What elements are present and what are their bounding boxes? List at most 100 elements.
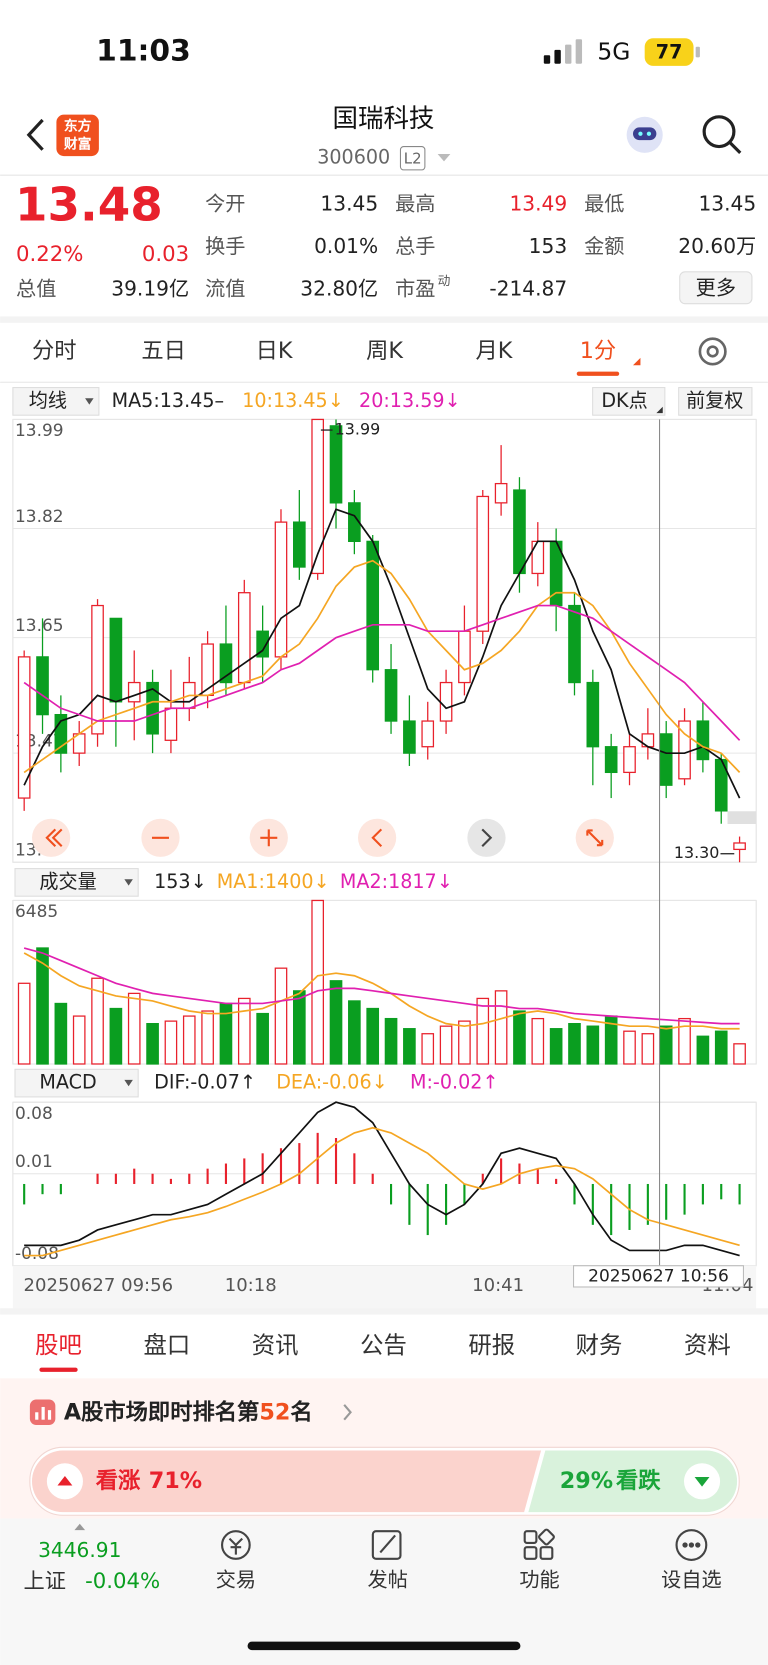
y-tick-label: 13.65: [15, 616, 64, 636]
chevron: [343, 1404, 352, 1421]
dropdown[interactable]: [437, 153, 451, 162]
nav-icons[interactable]: [221, 1528, 708, 1561]
volume-bar: [348, 1000, 361, 1065]
chart-controls[interactable]: [31, 818, 614, 857]
macd-selector-label[interactable]: MACD: [39, 1071, 96, 1094]
panel-legend: M:-0.02↑: [410, 1071, 498, 1094]
content-tab[interactable]: 公告: [360, 1331, 407, 1359]
field-value: 153: [529, 234, 567, 258]
home-indicator: [247, 1641, 521, 1651]
candle-body: [384, 669, 398, 722]
dk-label[interactable]: DK点: [601, 389, 647, 412]
field-label: 金额: [584, 234, 624, 258]
volume-bar: [678, 1017, 691, 1065]
volume-bar: [586, 1025, 600, 1065]
field-label-sup: 动: [438, 274, 451, 289]
content-tab[interactable]: 资料: [684, 1331, 731, 1359]
more-button[interactable]: [679, 271, 753, 305]
candle-body: [146, 681, 159, 735]
indicator-line: [24, 1126, 740, 1257]
volume-bar: [127, 992, 141, 1065]
bull-label: 看涨: [96, 1468, 141, 1494]
more-label[interactable]: 更多: [696, 275, 736, 299]
back-button[interactable]: [26, 118, 44, 151]
settings-icon[interactable]: [698, 337, 727, 366]
period-tab[interactable]: 五日: [141, 338, 186, 364]
volume-selector[interactable]: [14, 868, 139, 897]
macd-selector[interactable]: [14, 1068, 139, 1098]
candle-body: [586, 681, 600, 748]
panel-legend: MA2:1817↓: [340, 870, 453, 893]
volume-bar: [201, 1010, 214, 1065]
candle-body: [311, 418, 324, 575]
nav-item[interactable]: 发帖: [368, 1568, 408, 1592]
field-label: 总值: [16, 276, 56, 300]
volume-selector-label[interactable]: 成交量: [39, 870, 96, 893]
ranking[interactable]: A股市场即时排名第52名: [64, 1398, 313, 1425]
candle-body: [678, 720, 691, 780]
content-tab[interactable]: 财务: [576, 1331, 623, 1359]
crosshair-time: 20250627 10:56: [588, 1266, 729, 1286]
adjust-button[interactable]: [678, 387, 753, 416]
volume-bar: [72, 1015, 86, 1065]
index-change[interactable]: -0.04%: [85, 1569, 160, 1594]
candle-body: [17, 656, 31, 799]
period-tab[interactable]: 1分: [580, 338, 616, 364]
stock-code: 300600: [317, 146, 390, 169]
time-label: 10:18: [225, 1275, 277, 1296]
adjust-label[interactable]: 前复权: [686, 389, 743, 412]
content-tab[interactable]: 股吧: [35, 1331, 82, 1359]
field-value: 0.01%: [314, 234, 378, 258]
content-tab[interactable]: 资讯: [252, 1331, 299, 1359]
candle-body: [329, 425, 343, 504]
price: 13.48: [15, 179, 163, 233]
assistant-icon[interactable]: [626, 116, 663, 153]
field-label: 流值: [205, 276, 245, 300]
dk-button[interactable]: [592, 387, 666, 416]
indicator-line: [23, 604, 741, 741]
candle-body: [127, 681, 141, 703]
candle-body: [421, 720, 435, 748]
y-tick-label: 6485: [15, 902, 58, 922]
panel-legend: DEA:-0.06↓: [276, 1071, 387, 1094]
nav-item[interactable]: 功能: [519, 1568, 559, 1592]
period-tab[interactable]: 分时: [32, 338, 77, 364]
nav-item[interactable]: 设自选: [661, 1568, 721, 1592]
candle-body: [733, 842, 746, 851]
y-tick-label: 0.08: [15, 1104, 53, 1124]
period-tab[interactable]: 日K: [256, 338, 294, 364]
volume-bar: [293, 990, 306, 1065]
period-tab[interactable]: 周K: [366, 338, 404, 364]
bear-label: 看跌: [616, 1468, 661, 1494]
volume-bar: [237, 997, 251, 1065]
content-tab[interactable]: 盘口: [143, 1331, 190, 1359]
ranking-prefix: A股市场即时排名第: [64, 1398, 260, 1425]
period-tab[interactable]: 月K: [475, 338, 513, 364]
dropdown: [124, 879, 133, 886]
volume-bar: [696, 1035, 710, 1065]
volume-bar: [568, 1023, 581, 1065]
search-icon[interactable]: [702, 115, 742, 155]
volume-bar: [109, 1007, 123, 1065]
indicator-line: [23, 559, 741, 774]
panel-legend: DIF:-0.07↑: [154, 1071, 256, 1094]
dropdown: [124, 1079, 133, 1087]
nav-arrow: [74, 1523, 86, 1531]
index-value[interactable]: 3446.91: [38, 1538, 121, 1562]
candle-body: [348, 502, 361, 543]
y-tick-label: -0.08: [15, 1244, 59, 1264]
signal-icon: [543, 39, 583, 64]
candle-body: [164, 707, 178, 741]
volume-bar: [421, 1033, 435, 1065]
ranking-value: 52: [259, 1399, 290, 1425]
max-label: 13.99: [335, 420, 381, 439]
candle-body: [568, 604, 581, 684]
index-name[interactable]: 上证: [23, 1569, 65, 1594]
nav-item[interactable]: 交易: [216, 1568, 256, 1592]
candle-body: [293, 521, 306, 568]
ma-selector[interactable]: [12, 387, 100, 416]
field-label: 市盈: [395, 276, 435, 300]
ma-selector-label[interactable]: 均线: [29, 389, 67, 412]
content-tab[interactable]: 研报: [468, 1331, 515, 1359]
volume-bar: [513, 1010, 526, 1065]
